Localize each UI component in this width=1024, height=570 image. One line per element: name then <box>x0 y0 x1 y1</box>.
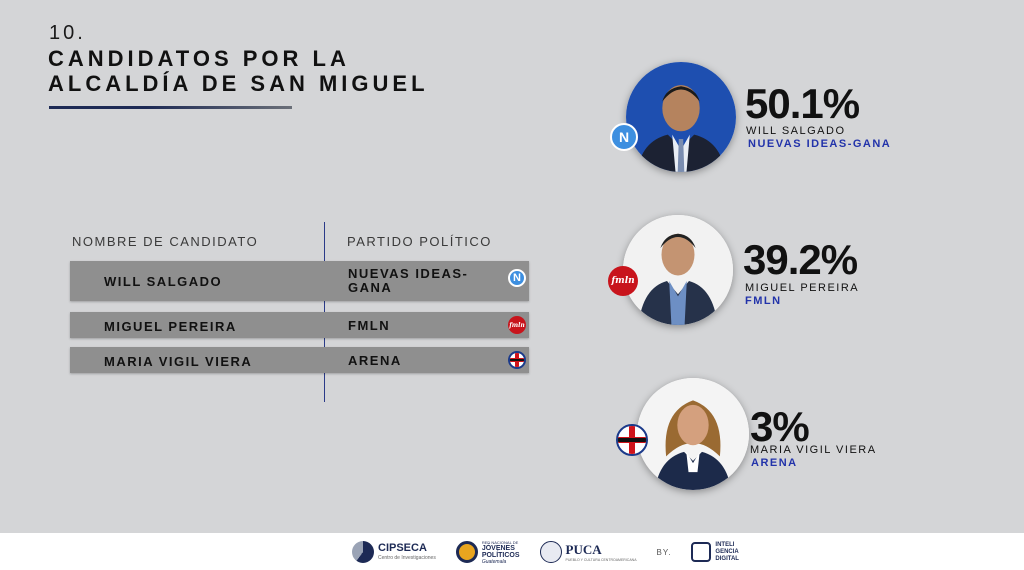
page-title: CANDIDATOS POR LA ALCALDÍA DE SAN MIGUEL <box>48 46 429 96</box>
candidate-party: NUEVAS IDEAS-GANA <box>748 138 892 150</box>
slide-number: 10. <box>49 22 86 44</box>
candidate-percentage: 39.2% <box>743 236 858 283</box>
nuevas-ideas-icon: N <box>508 269 526 287</box>
candidate-party: ARENA <box>751 457 798 469</box>
row-party-name: FMLN <box>348 318 391 333</box>
fmln-icon: fmln <box>608 266 638 296</box>
fmln-icon: fmln <box>508 316 526 334</box>
puca-name: PUCA <box>565 542 602 557</box>
row-party-line-2: GANA <box>348 280 393 295</box>
row-party-line-1: NUEVAS IDEAS- <box>348 266 469 281</box>
row-candidate-name: MIGUEL PEREIRA <box>104 319 237 334</box>
person-photo-icon <box>623 215 733 325</box>
candidate-percentage: 3% <box>750 403 810 450</box>
column-header-party: PARTIDO POLÍTICO <box>347 234 492 249</box>
row-party-name: NUEVAS IDEAS- GANA <box>348 267 468 295</box>
table-row: MARIA VIGIL VIERA ARENA <box>70 347 529 373</box>
candidate-photo-will-salgado <box>626 62 736 172</box>
puca-subtitle: PUEBLO Y CULTURA CENTROAMERICANA <box>565 558 637 562</box>
footer: CIPSECA Centro de Investigaciones RED NA… <box>0 533 1024 570</box>
arena-icon <box>616 424 648 456</box>
jovenes-politicos-icon <box>455 541 478 563</box>
title-line-2: ALCALDÍA DE SAN MIGUEL <box>48 71 429 96</box>
candidate-photo-maria-vigil-viera <box>637 378 749 490</box>
candidate-name: MARIA VIGIL VIERA <box>750 444 877 456</box>
footer-logos: CIPSECA Centro de Investigaciones RED NA… <box>352 539 739 565</box>
candidate-percentage: 50.1% <box>745 80 860 127</box>
inteligencia-digital-logo: INTELI GENCIA DIGITAL <box>691 542 739 563</box>
row-candidate-name: MARIA VIGIL VIERA <box>104 354 253 369</box>
by-label: BY. <box>656 547 672 557</box>
arena-icon <box>508 351 526 369</box>
jovenes-politicos-logo: RED NACIONAL DE JÓVENES POLÍTICOS Guatem… <box>455 540 520 565</box>
cipseca-icon <box>352 541 374 563</box>
puca-logo: PUCA PUEBLO Y CULTURA CENTROAMERICANA <box>539 541 637 563</box>
nuevas-ideas-icon: N <box>610 123 638 151</box>
person-photo-icon <box>637 378 749 490</box>
person-photo-icon <box>626 62 736 172</box>
title-underline <box>49 106 292 109</box>
inteligencia-digital-icon <box>691 542 712 562</box>
candidate-name: WILL SALGADO <box>746 125 846 137</box>
candidate-party: FMLN <box>745 295 782 307</box>
candidate-photo-miguel-pereira <box>623 215 733 325</box>
cipseca-subtitle: Centro de Investigaciones <box>378 555 436 561</box>
cipseca-logo: CIPSECA Centro de Investigaciones <box>352 541 436 563</box>
table-row: MIGUEL PEREIRA FMLN fmln <box>70 312 529 338</box>
row-candidate-name: WILL SALGADO <box>104 274 223 289</box>
cipseca-name: CIPSECA <box>378 542 427 554</box>
table-row: WILL SALGADO NUEVAS IDEAS- GANA N <box>70 261 529 301</box>
row-party-name: ARENA <box>348 353 402 368</box>
puca-map-icon <box>539 541 562 563</box>
column-header-name: NOMBRE DE CANDIDATO <box>72 234 259 249</box>
title-line-1: CANDIDATOS POR LA <box>48 46 350 71</box>
candidate-name: MIGUEL PEREIRA <box>745 282 860 294</box>
